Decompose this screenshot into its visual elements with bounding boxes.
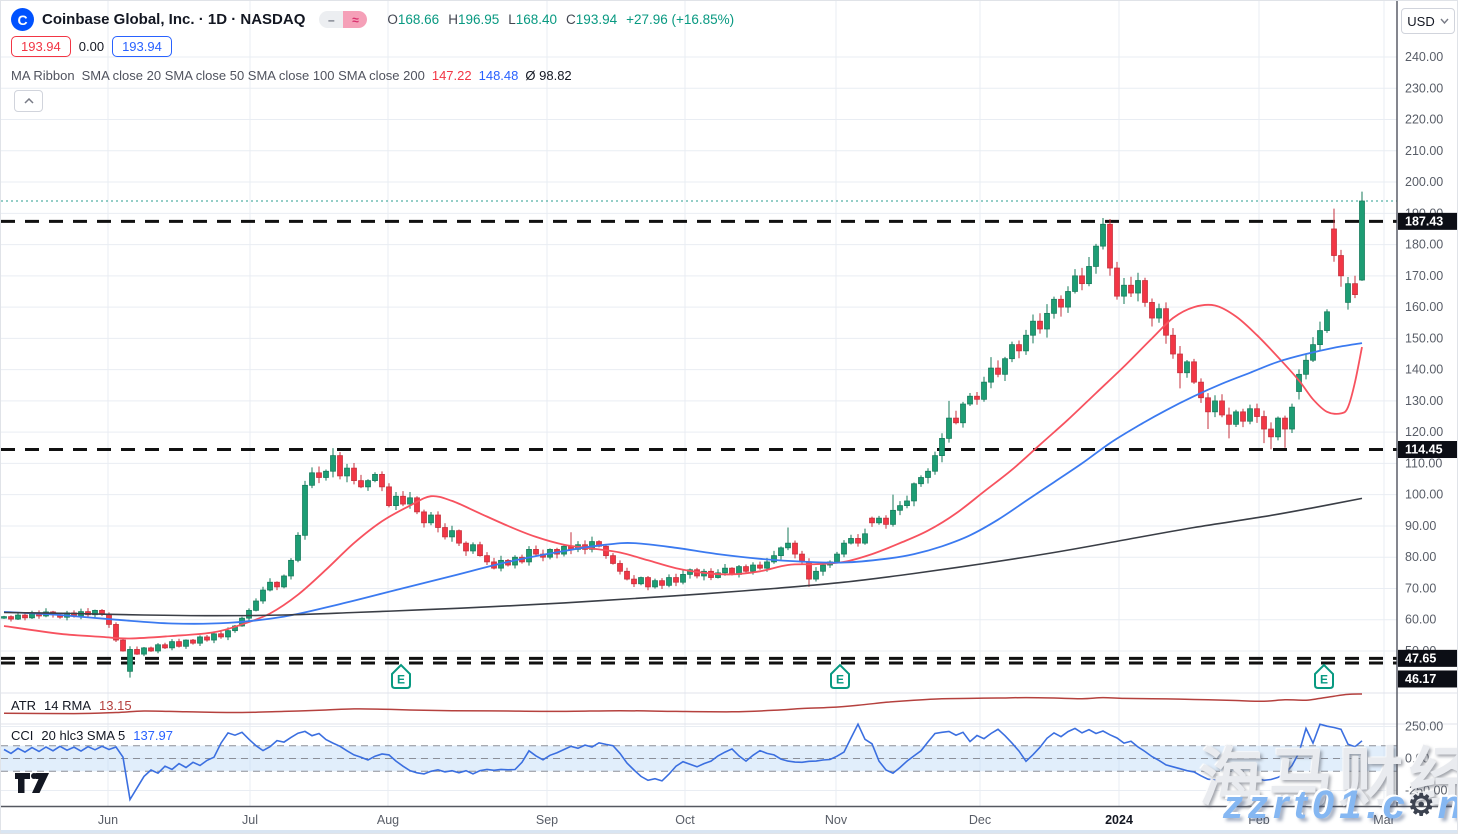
- pane-separators[interactable]: [1, 692, 1458, 725]
- svg-text:47.65: 47.65: [1405, 651, 1436, 665]
- ma-line-sma20: [3, 303, 1363, 640]
- svg-text:90.00: 90.00: [1405, 519, 1436, 533]
- symbol-title[interactable]: Coinbase Global, Inc. · 1D · NASDAQ: [42, 11, 306, 28]
- time-axis[interactable]: Jun Jul Aug Sep Oct Nov Dec 2024 Feb Mar: [1, 805, 1458, 834]
- svg-text:70.00: 70.00: [1405, 581, 1436, 595]
- cci-band: [1, 745, 1397, 772]
- price-line-boxes: 193.94 0.00 193.94: [11, 36, 172, 57]
- svg-text:Feb: Feb: [1248, 813, 1270, 827]
- cci-params: 20 hlc3 SMA 5: [41, 728, 126, 743]
- svg-text:60.00: 60.00: [1405, 613, 1436, 627]
- svg-text:120.00: 120.00: [1405, 425, 1443, 439]
- coinbase-logo-icon: C: [11, 8, 34, 31]
- cci-name: CCI: [11, 728, 34, 743]
- svg-text:Dec: Dec: [969, 813, 991, 827]
- currency-dropdown[interactable]: USD: [1401, 8, 1455, 34]
- chevron-down-icon: [1440, 18, 1449, 24]
- svg-text:114.45: 114.45: [1405, 443, 1443, 457]
- minus-status-icon[interactable]: –: [319, 11, 344, 28]
- open-value: 168.66: [397, 12, 440, 27]
- ma-line-sma200: [3, 497, 1363, 617]
- high-key: H: [448, 12, 458, 27]
- atr-line: [3, 693, 1363, 715]
- ma-ribbon-params: SMA close 20 SMA close 50 SMA close 100 …: [81, 68, 425, 83]
- svg-text:2024: 2024: [1105, 813, 1133, 827]
- close-value: 193.94: [575, 12, 618, 27]
- svg-text:46.17: 46.17: [1405, 672, 1436, 686]
- svg-text:0.00: 0.00: [1405, 752, 1429, 766]
- ohlc-values: O168.66 H196.95 L168.40 C193.94 +27.96 (…: [387, 12, 734, 27]
- svg-text:170.00: 170.00: [1405, 269, 1443, 283]
- atr-value: 13.15: [99, 698, 132, 713]
- svg-text:150.00: 150.00: [1405, 331, 1443, 345]
- sma50-value: 148.48: [478, 68, 519, 83]
- svg-text:200.00: 200.00: [1405, 175, 1443, 189]
- svg-text:160.00: 160.00: [1405, 300, 1443, 314]
- ma-line-sma50: [3, 342, 1363, 625]
- svg-text:E: E: [836, 673, 844, 687]
- atr-legend[interactable]: ATR 14 RMA 13.15: [11, 698, 132, 713]
- candlestick-series: [1, 191, 1365, 678]
- svg-text:-250.00: -250.00: [1405, 784, 1447, 798]
- svg-text:230.00: 230.00: [1405, 81, 1443, 95]
- svg-text:Jun: Jun: [98, 813, 118, 827]
- svg-text:110.00: 110.00: [1405, 456, 1442, 470]
- ma-ribbon-legend[interactable]: MA Ribbon SMA close 20 SMA close 50 SMA …: [11, 68, 572, 83]
- red-price-box[interactable]: 193.94: [11, 36, 71, 57]
- open-key: O: [387, 12, 398, 27]
- approx-status-icon[interactable]: ≈: [343, 11, 368, 28]
- svg-text:E: E: [397, 673, 405, 687]
- change-value: +27.96 (+16.85%): [626, 12, 735, 27]
- zero-value: 0.00: [78, 39, 105, 54]
- svg-text:140.00: 140.00: [1405, 363, 1443, 377]
- avg-prefix: Ø: [525, 68, 536, 83]
- svg-text:80.00: 80.00: [1405, 550, 1436, 564]
- level-lines[interactable]: [1, 219, 1397, 665]
- sma20-value: 147.22: [431, 68, 472, 83]
- cci-line: [3, 722, 1363, 802]
- svg-text:250.00: 250.00: [1405, 720, 1443, 734]
- low-key: L: [508, 12, 516, 27]
- svg-text:Nov: Nov: [825, 813, 848, 827]
- svg-text:240.00: 240.00: [1405, 50, 1443, 64]
- low-value: 168.40: [515, 12, 558, 27]
- svg-text:Oct: Oct: [675, 813, 695, 827]
- tradingview-logo-icon[interactable]: [14, 772, 50, 799]
- svg-text:Jul: Jul: [242, 813, 258, 827]
- svg-text:187.43: 187.43: [1405, 214, 1443, 228]
- close-key: C: [566, 12, 576, 27]
- high-value: 196.95: [457, 12, 500, 27]
- avg-value: 98.82: [539, 68, 572, 83]
- gridlines: [1, 1, 1397, 806]
- svg-text:Sep: Sep: [536, 813, 558, 827]
- svg-text:Mar: Mar: [1373, 813, 1395, 827]
- level-axis-labels: 187.43 114.45 47.65 46.17: [1398, 212, 1457, 688]
- svg-text:220.00: 220.00: [1405, 113, 1443, 127]
- svg-text:130.00: 130.00: [1405, 394, 1443, 408]
- svg-text:E: E: [1320, 673, 1328, 687]
- atr-name: ATR: [11, 698, 37, 713]
- svg-text:210.00: 210.00: [1405, 144, 1443, 158]
- chevron-up-icon: [23, 98, 34, 104]
- currency-label: USD: [1407, 13, 1435, 29]
- market-status-pills: – ≈: [319, 11, 368, 28]
- svg-text:100.00: 100.00: [1405, 488, 1443, 502]
- atr-params: 14 RMA: [44, 698, 92, 713]
- price-axis[interactable]: 240.00230.00220.00210.00200.00190.00180.…: [1396, 1, 1447, 806]
- cci-legend[interactable]: CCI 20 hlc3 SMA 5 137.97: [11, 728, 173, 743]
- collapse-legend-button[interactable]: [14, 90, 43, 112]
- symbol-header: C Coinbase Global, Inc. · 1D · NASDAQ – …: [11, 8, 734, 31]
- svg-text:Aug: Aug: [377, 813, 399, 827]
- blue-price-box[interactable]: 193.94: [112, 36, 172, 57]
- ma-ribbon-name: MA Ribbon: [11, 68, 75, 83]
- cci-value: 137.97: [133, 728, 173, 743]
- svg-text:180.00: 180.00: [1405, 238, 1443, 252]
